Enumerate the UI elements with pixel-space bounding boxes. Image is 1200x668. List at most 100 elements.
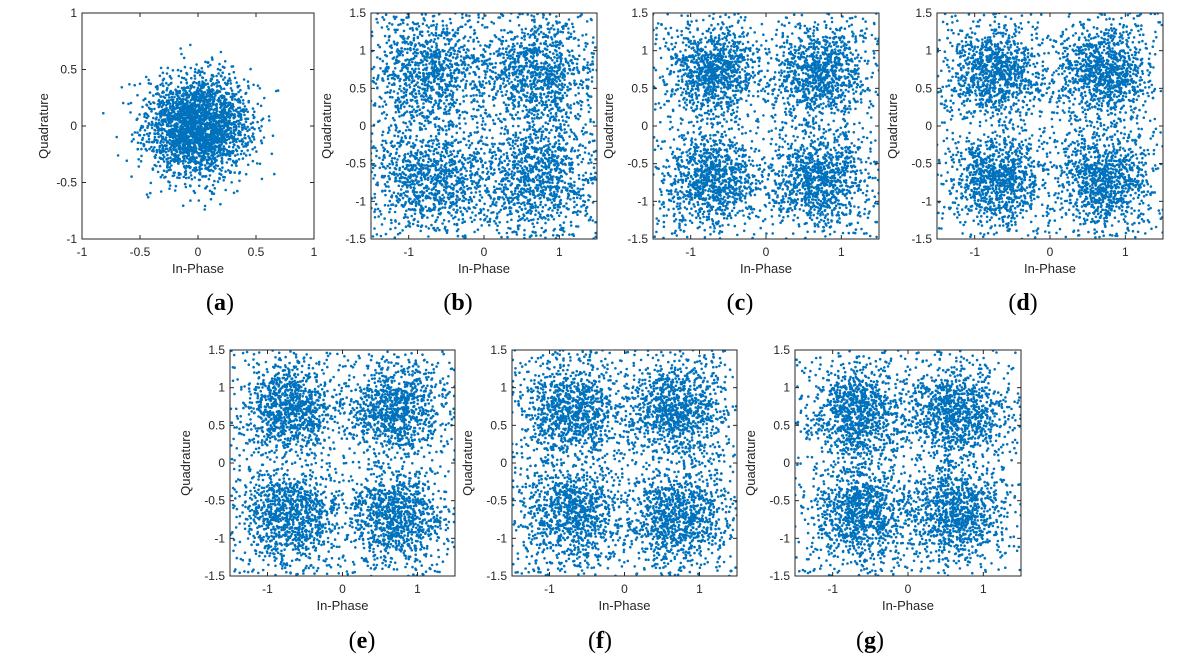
scatter-point: [234, 109, 237, 112]
scatter-point: [187, 116, 190, 120]
scatter-point: [157, 98, 161, 102]
scatter-point: [422, 17, 426, 20]
scatter-point: [207, 85, 210, 89]
scatter-point: [416, 22, 420, 25]
scatter-point: [503, 63, 506, 66]
scatter-point: [555, 15, 558, 18]
scatter-point: [546, 87, 549, 90]
scatter-point: [240, 126, 244, 129]
scatter-point: [534, 31, 538, 34]
scatter-point: [178, 97, 182, 100]
scatter-point: [239, 114, 243, 118]
scatter-point: [564, 57, 567, 61]
scatter-point: [203, 204, 207, 208]
scatter-point: [416, 36, 420, 40]
scatter-point: [463, 44, 466, 47]
scatter-point: [393, 77, 396, 81]
scatter-point: [561, 63, 565, 66]
scatter-point: [213, 187, 217, 190]
scatter-point: [412, 79, 416, 82]
scatter-point: [405, 88, 409, 92]
scatter-point: [210, 90, 214, 93]
scatter-point: [198, 142, 202, 145]
scatter-point: [173, 134, 176, 137]
scatter-point: [132, 137, 135, 141]
scatter-point: [512, 67, 516, 71]
scatter-point: [422, 91, 426, 95]
scatter-point: [203, 97, 206, 100]
scatter-point: [244, 120, 248, 123]
scatter-point: [472, 47, 476, 51]
scatter-point: [431, 58, 434, 61]
scatter-point: [372, 103, 376, 107]
scatter-point: [532, 92, 536, 96]
scatter-point: [205, 117, 208, 120]
scatter-point: [222, 179, 225, 182]
scatter-point: [507, 44, 510, 48]
scatter-point: [390, 23, 394, 26]
scatter-point: [536, 53, 539, 56]
scatter-point: [566, 72, 570, 75]
scatter-point: [213, 179, 216, 183]
scatter-point: [434, 220, 437, 224]
scatter-point: [224, 153, 227, 156]
scatter-point: [471, 211, 474, 214]
scatter-point: [542, 65, 546, 68]
scatter-point: [478, 91, 482, 94]
scatter-point: [166, 160, 169, 163]
scatter-point: [467, 55, 470, 59]
scatter-point: [481, 177, 484, 181]
scatter-point: [432, 67, 436, 70]
scatter-point: [193, 68, 197, 71]
scatter-point: [419, 44, 422, 47]
scatter-point: [428, 33, 431, 37]
scatter-point: [240, 123, 244, 127]
scatter-point: [542, 92, 546, 96]
scatter-point: [251, 147, 254, 151]
scatter-point: [497, 49, 500, 53]
scatter-point: [556, 28, 560, 31]
scatter-point: [175, 150, 179, 153]
scatter-point: [170, 143, 174, 146]
scatter-point: [200, 89, 203, 92]
scatter-point: [476, 100, 479, 103]
scatter-point: [243, 126, 246, 129]
scatter-point: [227, 101, 230, 105]
scatter-point: [464, 84, 467, 88]
scatter-point: [425, 72, 429, 75]
scatter-point: [432, 33, 435, 37]
scatter-point: [195, 90, 198, 94]
scatter-point: [536, 79, 540, 82]
scatter-point: [190, 147, 194, 150]
scatter-point: [232, 125, 236, 129]
scatter-point: [554, 65, 558, 68]
scatter-point: [388, 189, 391, 193]
scatter-point: [435, 42, 438, 45]
scatter-point: [507, 77, 511, 80]
scatter-point: [549, 56, 553, 60]
scatter-point: [152, 116, 155, 120]
scatter-point: [189, 174, 193, 177]
scatter-point: [246, 163, 250, 167]
scatter-point: [547, 98, 551, 102]
scatter-point: [213, 160, 217, 164]
scatter-point: [452, 71, 456, 75]
scatter-point: [153, 163, 156, 167]
scatter-point: [520, 68, 524, 72]
scatter-point: [377, 74, 380, 77]
scatter-point: [230, 104, 233, 108]
scatter-point: [238, 179, 241, 183]
scatter-point: [394, 220, 397, 223]
scatter-point: [381, 105, 385, 108]
scatter-point: [217, 80, 221, 84]
scatter-point: [409, 122, 413, 125]
scatter-point: [145, 132, 149, 136]
scatter-point: [136, 147, 140, 151]
scatter-point: [428, 40, 432, 43]
scatter-point: [395, 15, 398, 19]
scatter-point: [238, 172, 241, 175]
scatter-point: [421, 60, 425, 63]
scatter-point: [237, 100, 240, 104]
scatter-point: [460, 79, 463, 83]
